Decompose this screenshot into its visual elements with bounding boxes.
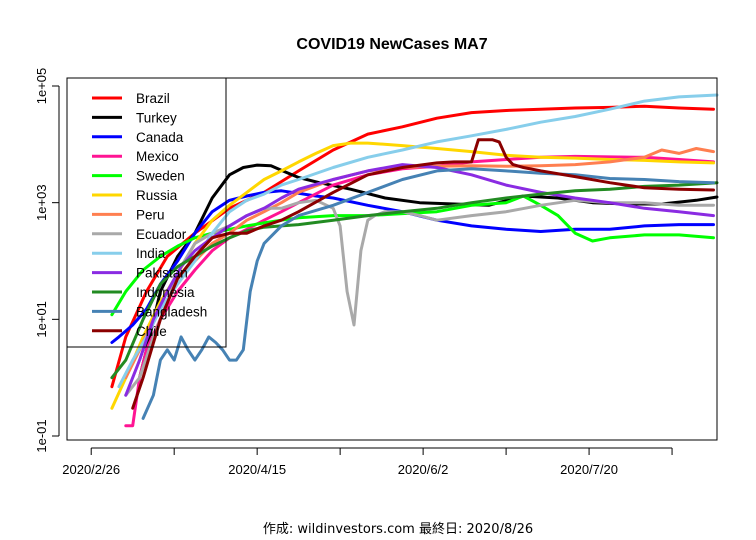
y-axis: 1e-01 1e+01 1e+03 1e+05 <box>34 68 60 453</box>
y-tick-label: 1e+05 <box>34 68 49 105</box>
x-axis: 2020/2/26 2020/4/15 2020/6/2 2020/7/20 <box>62 447 673 477</box>
series-line-bangladesh <box>141 167 715 420</box>
series-line-pakistan <box>124 163 715 397</box>
legend: Brazil Turkey Canada Mexico Sweden Russia Peru… <box>66 77 227 348</box>
series-line-russia <box>110 141 715 410</box>
x-tick-label: 2020/2/26 <box>62 462 120 477</box>
legend-label-bangladesh: Bangladesh <box>136 304 207 319</box>
y-tick-label: 1e-01 <box>34 419 49 452</box>
y-tick-label: 1e+03 <box>34 184 49 221</box>
legend-label-sweden: Sweden <box>136 169 185 184</box>
series-line-chile <box>131 138 715 410</box>
legend-label-mexico: Mexico <box>136 149 179 164</box>
legend-label-russia: Russia <box>136 188 178 203</box>
legend-label-ecuador: Ecuador <box>136 227 187 242</box>
legend-label-brazil: Brazil <box>136 91 170 106</box>
series-line-peru <box>124 147 715 380</box>
series-layer <box>110 93 719 428</box>
legend-label-pakistan: Pakistan <box>136 266 188 281</box>
legend-label-chile: Chile <box>136 324 167 339</box>
series-line-ecuador <box>124 198 715 397</box>
x-tick-label: 2020/6/2 <box>398 462 449 477</box>
legend-box <box>66 77 227 348</box>
legend-label-india: India <box>136 246 166 261</box>
legend-label-turkey: Turkey <box>136 110 177 125</box>
series-line-indonesia <box>110 181 719 380</box>
x-tick-label: 2020/7/20 <box>560 462 618 477</box>
chart-title: COVID19 NewCases MA7 <box>296 36 487 53</box>
legend-label-peru: Peru <box>136 207 165 222</box>
legend-label-canada: Canada <box>136 130 184 145</box>
y-tick-label: 1e+01 <box>34 301 49 338</box>
x-tick-label: 2020/4/15 <box>228 462 286 477</box>
caption: 作成: wildinvestors.com 最終日: 2020/8/26 <box>263 521 533 537</box>
legend-label-indonesia: Indonesia <box>136 285 195 300</box>
series-line-brazil <box>110 104 715 389</box>
